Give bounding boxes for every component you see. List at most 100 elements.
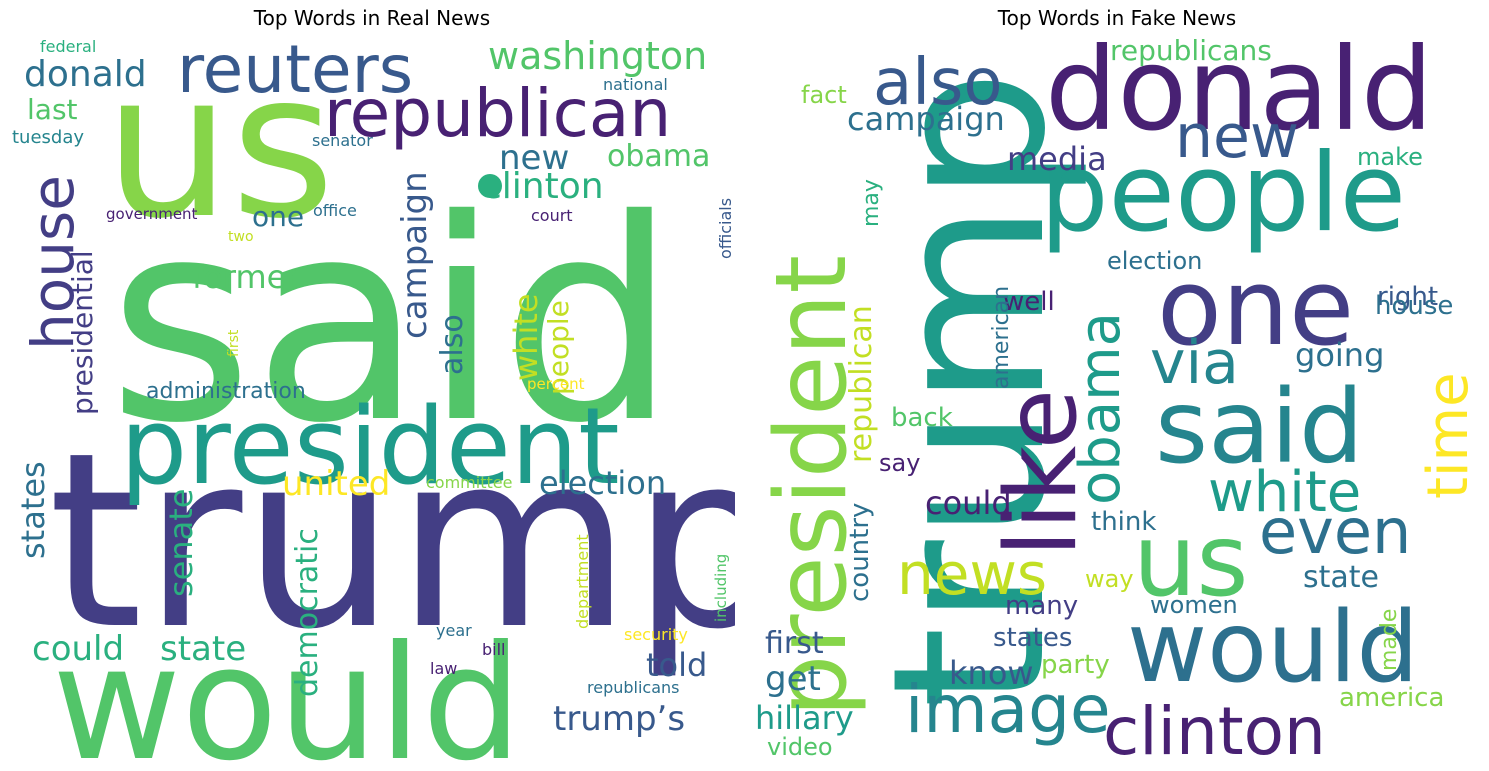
word-said: said bbox=[108, 160, 677, 484]
word-republicans: republicans bbox=[587, 678, 680, 697]
word-national: national bbox=[603, 75, 668, 94]
word-government: government bbox=[106, 205, 198, 223]
word-also: also bbox=[435, 314, 470, 375]
word-republican: republican bbox=[844, 305, 879, 463]
word-hillary: hillary bbox=[755, 699, 854, 737]
word-first: first bbox=[226, 329, 242, 357]
word-state: state bbox=[1303, 560, 1379, 595]
word-may: may bbox=[859, 179, 884, 227]
word-presidential: presidential bbox=[66, 250, 99, 415]
word-security: security bbox=[624, 625, 688, 644]
word-first: first bbox=[765, 626, 824, 661]
word-even: even bbox=[1259, 495, 1412, 568]
word-election: election bbox=[539, 464, 667, 502]
word-reuters: reuters bbox=[177, 37, 414, 108]
real-news-wordcloud: said trump us would president reuters re… bbox=[12, 37, 735, 764]
word-percent: percent bbox=[527, 375, 585, 393]
word-white: white bbox=[1208, 460, 1362, 525]
word-obama: obama bbox=[607, 139, 711, 174]
word-republican: republican bbox=[324, 75, 672, 152]
word-year: year bbox=[436, 621, 472, 640]
word-democratic: democratic bbox=[290, 528, 325, 697]
word-law: law bbox=[430, 659, 458, 678]
word-know: know bbox=[949, 654, 1034, 692]
word-make: make bbox=[1357, 143, 1423, 171]
word-trump: trump bbox=[48, 401, 735, 683]
word-also: also bbox=[873, 46, 1003, 120]
word-one: one bbox=[1157, 246, 1355, 369]
word-including: including bbox=[712, 553, 730, 622]
word-via: via bbox=[1150, 328, 1239, 398]
word-president: president bbox=[120, 385, 620, 508]
word-federal: federal bbox=[40, 37, 97, 56]
word-said: said bbox=[1155, 368, 1364, 487]
word-one: one bbox=[252, 200, 305, 233]
word-could: could bbox=[925, 484, 1012, 522]
word-two: two bbox=[228, 229, 254, 245]
word-us: us bbox=[104, 37, 335, 263]
word-country: country bbox=[845, 502, 875, 602]
word-campaign: campaign bbox=[395, 171, 435, 339]
word-media: media bbox=[1007, 140, 1107, 178]
word-senate: senate bbox=[162, 488, 200, 597]
word-states: states bbox=[14, 461, 52, 559]
word-clinton: clinton bbox=[1103, 693, 1326, 765]
word-election: election bbox=[1107, 247, 1203, 275]
word-new: new bbox=[499, 138, 570, 178]
word-many: many bbox=[1005, 591, 1079, 621]
word-new: new bbox=[1175, 102, 1300, 172]
word-white: white bbox=[507, 293, 545, 381]
word-american: american bbox=[989, 285, 1014, 389]
word-tuesday: tuesday bbox=[12, 127, 85, 148]
fake-news-wordcloud: trump donald people president one said w… bbox=[755, 37, 1478, 764]
word-office: office bbox=[313, 201, 357, 220]
word-house: house bbox=[1375, 291, 1454, 321]
word-right: right bbox=[1377, 282, 1439, 312]
word-say: say bbox=[879, 449, 921, 477]
word-united: united bbox=[282, 464, 391, 504]
real-news-panel: Top Words in Real News said trump us wou… bbox=[0, 0, 744, 771]
word-state: state bbox=[160, 629, 247, 669]
word-would: would bbox=[52, 612, 523, 764]
word-video: video bbox=[767, 733, 833, 761]
word-people: people bbox=[1040, 131, 1407, 256]
word-clinton: clinton bbox=[482, 166, 604, 207]
word-bill: bill bbox=[482, 640, 506, 659]
real-news-title: Top Words in Real News bbox=[253, 6, 491, 30]
word-would: would bbox=[1127, 591, 1419, 705]
word-think: think bbox=[1091, 507, 1157, 537]
word-court: court bbox=[531, 206, 573, 225]
word-administration: administration bbox=[146, 379, 306, 404]
word-well: well bbox=[1003, 287, 1055, 317]
word-department: department bbox=[573, 534, 592, 629]
fake-news-title: Top Words in Fake News bbox=[997, 6, 1237, 30]
word-officials: officials bbox=[716, 197, 735, 259]
word-told: told bbox=[646, 646, 708, 684]
word-news: news bbox=[897, 540, 1048, 608]
word-republicans: republicans bbox=[1110, 37, 1272, 67]
word-obama: obama bbox=[1068, 312, 1133, 505]
word-party: party bbox=[1041, 650, 1110, 680]
word-campaign: campaign bbox=[847, 100, 1005, 138]
word-former: former bbox=[192, 258, 300, 296]
word-trumps: trump’s bbox=[553, 699, 686, 739]
word-america: america bbox=[1339, 683, 1445, 713]
word-senator: senator bbox=[312, 131, 373, 150]
word-states: states bbox=[993, 623, 1073, 653]
word-time: time bbox=[1416, 372, 1478, 499]
word-donald: donald bbox=[1045, 37, 1434, 156]
word-women: women bbox=[1150, 591, 1238, 619]
word-us: us bbox=[1133, 502, 1249, 619]
word-fact: fact bbox=[801, 81, 847, 109]
word-going: going bbox=[1295, 336, 1385, 374]
word-washington: washington bbox=[488, 37, 708, 78]
word-back: back bbox=[891, 403, 953, 433]
fake-news-panel: Top Words in Fake News trump donald peop… bbox=[745, 0, 1489, 771]
word-way: way bbox=[1085, 565, 1134, 593]
word-committee: committee bbox=[426, 473, 513, 492]
word-could: could bbox=[32, 629, 125, 669]
dot-mark bbox=[478, 174, 502, 198]
word-donald: donald bbox=[24, 54, 147, 95]
word-image: image bbox=[905, 671, 1111, 748]
word-get: get bbox=[765, 659, 821, 699]
